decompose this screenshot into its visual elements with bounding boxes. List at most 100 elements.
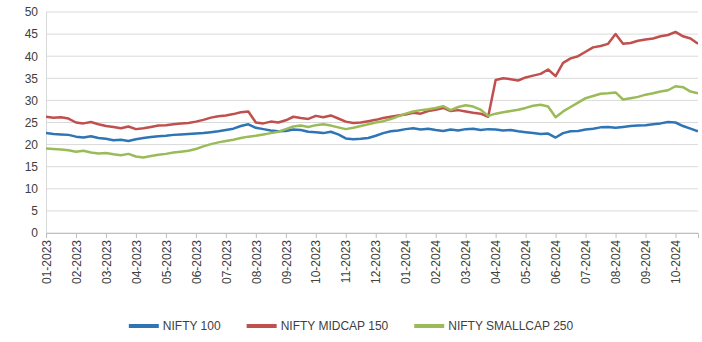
y-tick: 40 [25, 50, 46, 64]
legend-item: NIFTY MIDCAP 150 [247, 319, 389, 333]
x-tick: 05-2024 [519, 233, 533, 284]
x-tick: 09-2024 [639, 233, 653, 284]
chart: 0 5 10 15 20 25 30 35 40 45 50 01-2023 02-2023 03-202… [0, 0, 702, 342]
grid-line [46, 78, 698, 79]
x-tick-mark [256, 233, 257, 238]
x-axis-line [47, 234, 699, 239]
y-axis: 0 5 10 15 20 25 30 35 40 45 50 [25, 5, 47, 240]
x-tick-mark [196, 233, 197, 238]
y-tick: 20 [25, 138, 46, 152]
y-tick-label: 40 [25, 50, 39, 64]
y-tick-label: 35 [25, 72, 39, 86]
grid-line [46, 188, 698, 189]
x-tick: 11-2023 [339, 233, 353, 283]
x-tick: 05-2023 [160, 233, 174, 284]
legend: NIFTY 100 NIFTY MIDCAP 150 NIFTY SMALLCAP … [129, 319, 574, 333]
x-tick-label: 01-2024 [399, 240, 413, 284]
y-tick: 50 [25, 5, 46, 19]
grid-line [46, 100, 698, 101]
x-tick: 04-2024 [489, 233, 503, 284]
y-tick-label: 25 [25, 116, 39, 130]
x-tick-mark [376, 233, 377, 238]
x-tick: 12-2023 [369, 233, 383, 284]
x-tick-mark [646, 233, 647, 238]
y-tick: 45 [25, 27, 46, 41]
x-tick-label: 03-2023 [100, 240, 114, 284]
plot-area [46, 32, 698, 158]
x-tick: 08-2023 [250, 233, 264, 284]
x-tick: 08-2024 [609, 233, 623, 284]
grid-line [46, 56, 698, 57]
y-tick: 0 [31, 226, 46, 240]
x-tick-label: 10-2023 [309, 240, 323, 284]
x-tick-mark [346, 233, 347, 238]
x-tick-label: 01-2023 [40, 240, 54, 284]
grid [46, 12, 698, 233]
x-tick-mark [466, 233, 467, 238]
legend-swatch [129, 324, 159, 328]
x-tick-mark [316, 233, 317, 238]
y-tick: 25 [25, 116, 46, 130]
x-tick-mark [676, 233, 677, 238]
y-tick: 15 [25, 160, 46, 174]
x-tick-mark [106, 233, 107, 238]
x-tick-mark [76, 233, 77, 238]
x-tick-label: 05-2023 [160, 240, 174, 284]
y-tick-label: 45 [25, 27, 39, 41]
x-tick: 04-2023 [130, 233, 144, 284]
grid-line [46, 34, 698, 35]
x-tick-mark [46, 233, 47, 238]
x-tick: 02-2024 [429, 233, 443, 284]
x-tick-label: 08-2024 [609, 240, 623, 284]
x-tick-label: 02-2023 [70, 240, 84, 284]
series-line [46, 122, 698, 141]
series-line [46, 86, 698, 157]
y-tick: 10 [25, 182, 46, 196]
x-tick-label: 07-2024 [579, 240, 593, 284]
x-tick: 10-2023 [309, 233, 323, 284]
x-tick-label: 06-2023 [190, 240, 204, 284]
grid-line [46, 210, 698, 211]
x-tick: 02-2023 [70, 233, 84, 284]
x-tick-mark [586, 233, 587, 238]
x-tick-mark [226, 233, 227, 238]
x-tick-mark [286, 233, 287, 238]
grid-line [46, 166, 698, 167]
x-tick-label: 11-2023 [339, 240, 353, 283]
x-tick-label: 03-2024 [459, 240, 473, 284]
x-tick-label: 05-2024 [519, 240, 533, 284]
y-axis-line [46, 13, 47, 234]
x-tick: 01-2023 [40, 233, 54, 284]
legend-item: NIFTY 100 [129, 319, 221, 333]
x-tick-mark [526, 233, 527, 238]
y-tick-label: 50 [25, 5, 39, 19]
grid-line [46, 12, 698, 13]
y-tick-label: 5 [31, 204, 38, 218]
x-tick-label: 10-2024 [669, 240, 683, 284]
x-tick-label: 06-2024 [549, 240, 563, 284]
series-line [46, 32, 698, 129]
legend-label: NIFTY SMALLCAP 250 [448, 319, 573, 333]
legend-swatch [414, 324, 444, 328]
x-tick-mark [406, 233, 407, 238]
x-tick-mark [616, 233, 617, 238]
x-tick: 06-2023 [190, 233, 204, 284]
y-tick-label: 20 [25, 138, 39, 152]
x-tick-mark [166, 233, 167, 238]
x-tick-mark [136, 233, 137, 238]
y-tick-label: 30 [25, 94, 39, 108]
legend-item: NIFTY SMALLCAP 250 [414, 319, 573, 333]
x-tick: 07-2023 [220, 233, 234, 284]
y-tick-label: 15 [25, 160, 39, 174]
y-tick: 5 [31, 204, 46, 218]
x-tick-mark [496, 233, 497, 238]
y-tick: 35 [25, 72, 46, 86]
x-tick: 09-2023 [280, 233, 294, 284]
legend-swatch [247, 324, 277, 328]
x-axis: 01-2023 02-2023 03-2023 04-2023 05-2023 06-20… [40, 233, 699, 284]
x-tick-label: 07-2023 [220, 240, 234, 284]
y-tick: 30 [25, 94, 46, 108]
x-tick: 06-2024 [549, 233, 563, 284]
x-tick: 03-2024 [459, 233, 473, 284]
x-tick-label: 09-2024 [639, 240, 653, 284]
